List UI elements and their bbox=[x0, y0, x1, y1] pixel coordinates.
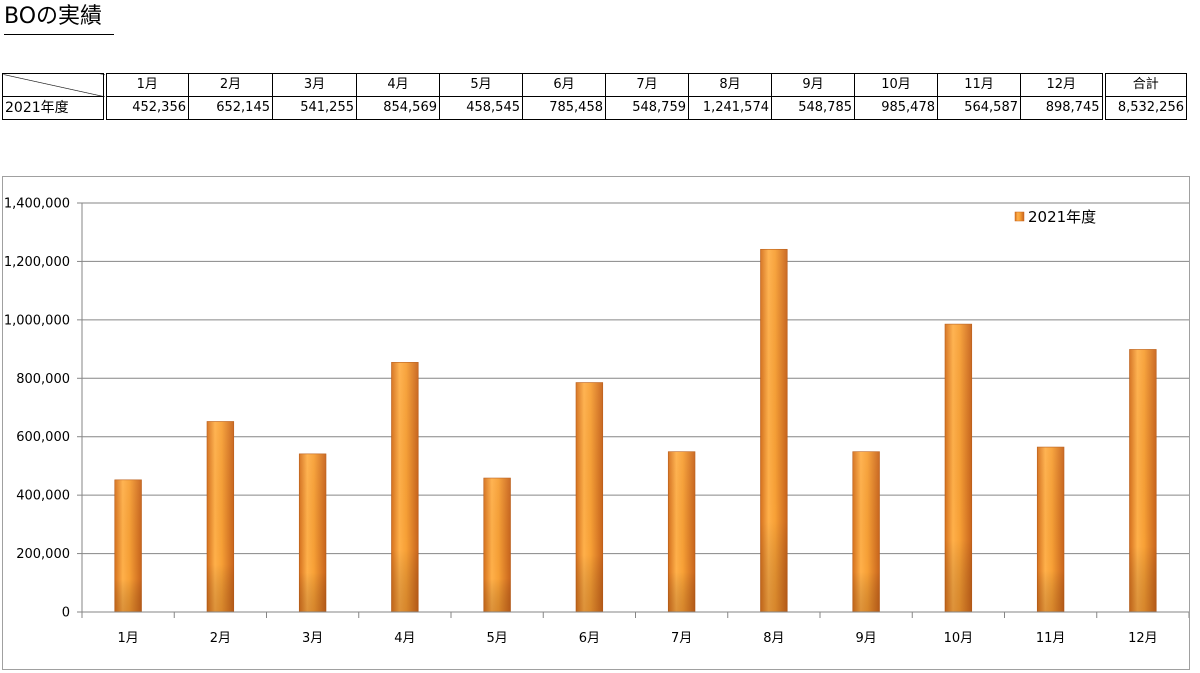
bar-shade bbox=[206, 421, 234, 612]
x-tick-label: 2月 bbox=[210, 631, 231, 646]
total-header: 合計 bbox=[1101, 73, 1187, 97]
y-tick-label: 1,200,000 bbox=[4, 255, 70, 270]
legend-label: 2021年度 bbox=[1028, 208, 1096, 226]
bar-shade bbox=[668, 451, 696, 612]
value-cell: 652,145 bbox=[188, 96, 273, 120]
bar-shade bbox=[391, 362, 419, 612]
bar-shade bbox=[114, 479, 142, 612]
month-header: 3月 bbox=[272, 73, 357, 97]
month-header: 4月 bbox=[356, 73, 440, 97]
value-cell: 985,478 bbox=[854, 96, 938, 120]
bar-shade bbox=[1037, 447, 1065, 612]
month-header: 12月 bbox=[1020, 73, 1104, 97]
chart-frame: 0 200,000 400,000 600,000 800,000 1,000,000 1,… bbox=[2, 176, 1190, 670]
value-cell: 548,759 bbox=[605, 96, 689, 120]
axes: 0 200,000 400,000 600,000 800,000 1,000,000 1,… bbox=[4, 197, 1189, 646]
y-tick-label: 1,000,000 bbox=[4, 313, 70, 328]
y-tick-label: 200,000 bbox=[16, 547, 70, 562]
bar-shade bbox=[575, 382, 603, 612]
y-tick-label: 800,000 bbox=[16, 372, 70, 387]
value-cell: 564,587 bbox=[937, 96, 1021, 120]
bar-chart: 0 200,000 400,000 600,000 800,000 1,000,000 1,… bbox=[4, 197, 1189, 646]
value-cell: 548,785 bbox=[771, 96, 855, 120]
x-tick-label: 7月 bbox=[671, 631, 692, 646]
bar-shade bbox=[944, 324, 972, 612]
table-row: 2021年度 452,356 652,145 541,255 854,569 4… bbox=[2, 96, 1187, 120]
x-tick-label: 9月 bbox=[855, 631, 876, 646]
month-header: 7月 bbox=[605, 73, 689, 97]
month-header: 11月 bbox=[937, 73, 1021, 97]
x-tick-label: 4月 bbox=[394, 631, 415, 646]
y-tick-label: 0 bbox=[62, 606, 70, 621]
x-tick-label: 11月 bbox=[1036, 631, 1066, 646]
table-corner-cell bbox=[2, 73, 107, 97]
x-tick-label: 1月 bbox=[117, 631, 138, 646]
month-header: 6月 bbox=[522, 73, 606, 97]
month-header: 5月 bbox=[439, 73, 523, 97]
bar-shade bbox=[483, 478, 511, 612]
y-tick-label: 400,000 bbox=[16, 489, 70, 504]
bars bbox=[114, 248, 1157, 613]
bar-shade bbox=[760, 249, 788, 612]
month-header: 8月 bbox=[688, 73, 772, 97]
bar-shade bbox=[1129, 349, 1157, 612]
total-cell: 8,532,256 bbox=[1101, 96, 1187, 120]
month-header: 1月 bbox=[104, 73, 189, 97]
row-label: 2021年度 bbox=[2, 96, 107, 120]
y-tick-label: 1,400,000 bbox=[4, 197, 70, 212]
table-header-row: 1月 2月 3月 4月 5月 6月 7月 8月 9月 10月 11月 12月 合… bbox=[2, 73, 1187, 97]
results-table: 1月 2月 3月 4月 5月 6月 7月 8月 9月 10月 11月 12月 合… bbox=[2, 73, 1187, 120]
y-tick-label: 600,000 bbox=[16, 430, 70, 445]
value-cell: 541,255 bbox=[272, 96, 357, 120]
legend-swatch bbox=[1014, 211, 1025, 222]
value-cell: 452,356 bbox=[104, 96, 189, 120]
value-cell: 785,458 bbox=[522, 96, 606, 120]
bar-shade bbox=[299, 453, 327, 612]
value-cell: 854,569 bbox=[356, 96, 440, 120]
x-tick-label: 10月 bbox=[944, 631, 974, 646]
x-tick-label: 8月 bbox=[763, 631, 784, 646]
x-tick-label: 5月 bbox=[486, 631, 507, 646]
x-tick-label: 12月 bbox=[1128, 631, 1158, 646]
month-header: 10月 bbox=[854, 73, 938, 97]
month-header: 2月 bbox=[188, 73, 273, 97]
x-tick-label: 3月 bbox=[302, 631, 323, 646]
legend: 2021年度 bbox=[1014, 208, 1096, 226]
value-cell: 458,545 bbox=[439, 96, 523, 120]
month-header: 9月 bbox=[771, 73, 855, 97]
x-tick-label: 6月 bbox=[579, 631, 600, 646]
value-cell: 898,745 bbox=[1020, 96, 1104, 120]
bar-shade bbox=[852, 451, 880, 612]
page-title: BOの実績 bbox=[4, 2, 115, 35]
gridlines bbox=[82, 202, 1189, 555]
value-cell: 1,241,574 bbox=[688, 96, 772, 120]
